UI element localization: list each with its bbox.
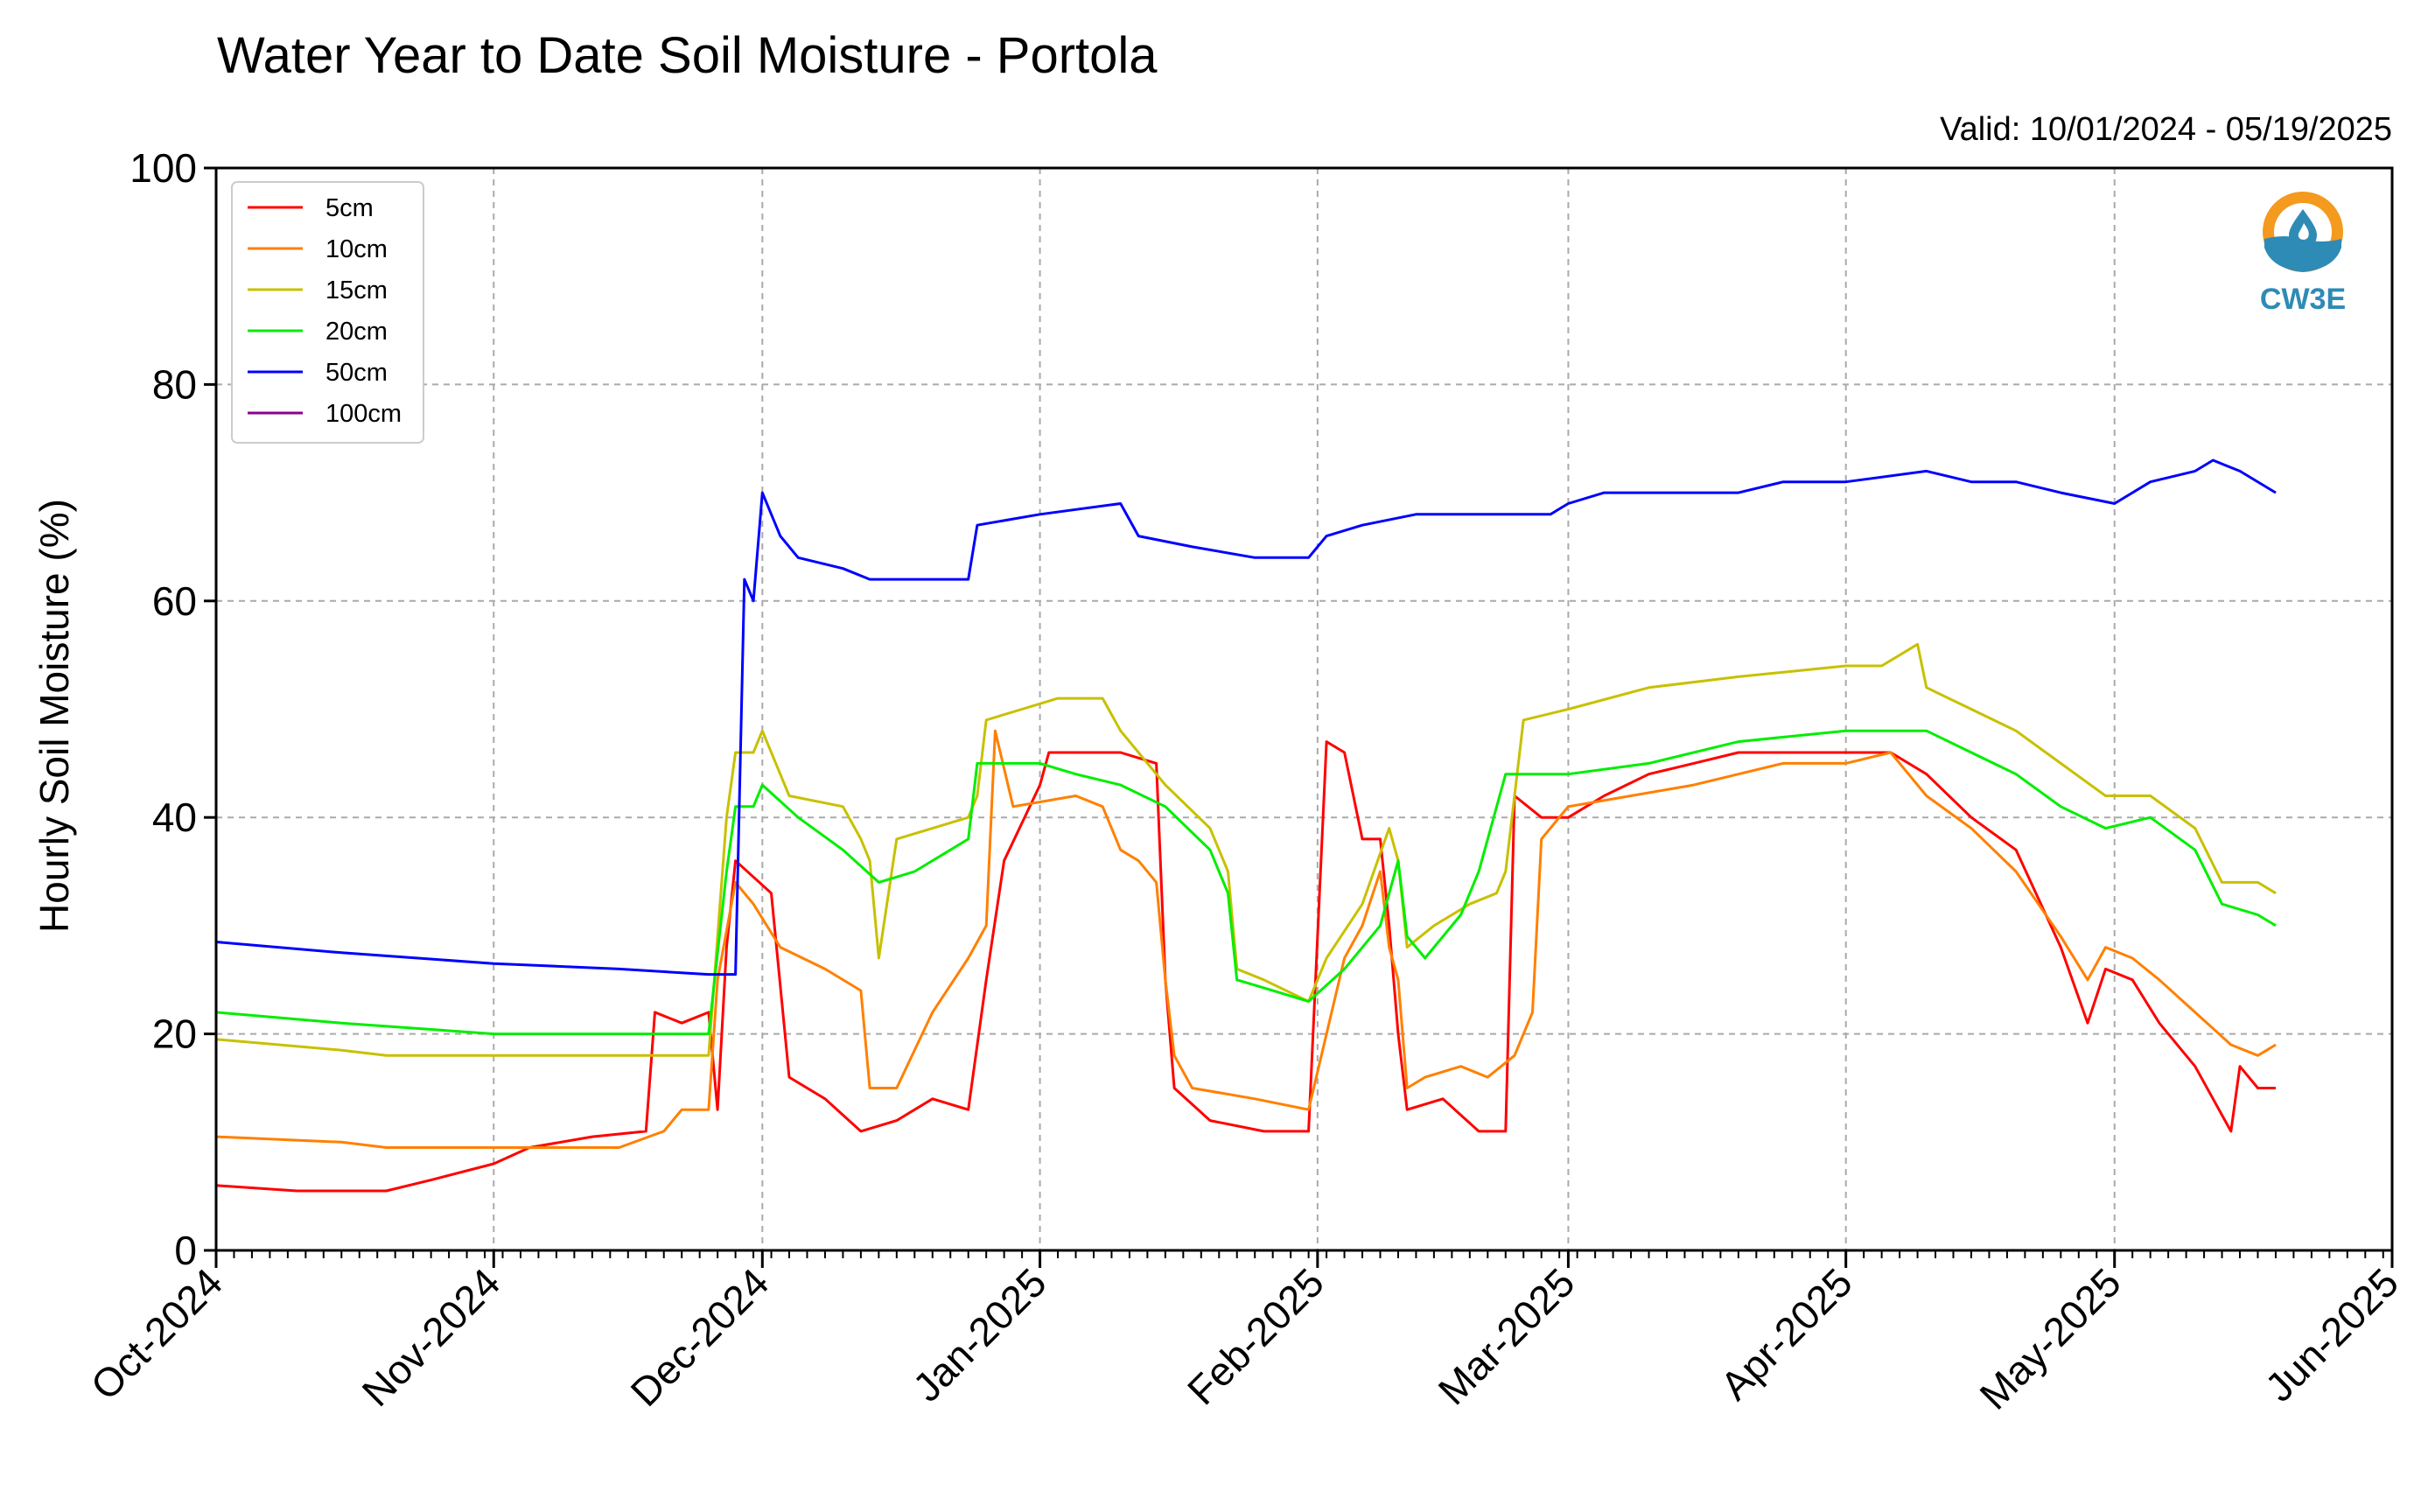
y-tick-label: 40 <box>152 794 197 840</box>
logo-water-waves <box>2264 236 2341 272</box>
plot-frame <box>214 166 2394 1252</box>
series-line-50cm <box>215 458 2277 976</box>
legend-label: 5cm <box>325 194 374 222</box>
logo-text: CW3E <box>2260 283 2346 316</box>
legend-label: 10cm <box>325 235 388 263</box>
chart-title: Water Year to Date Soil Moisture - Porto… <box>217 27 1158 84</box>
series-line-20cm <box>215 729 2277 1036</box>
y-axis-label: Hourly Soil Moisture (%) <box>31 499 77 933</box>
x-tick-label: Nov-2024 <box>353 1259 509 1415</box>
axis-layer: 0 20 40 60 80 100 Oct-2024 Nov-2024 Dec-2024 Jan-… <box>82 145 2408 1418</box>
x-tick-label: Jun-2025 <box>2257 1259 2407 1410</box>
x-tick-label: Jan-2025 <box>904 1259 1054 1410</box>
y-tick-label: 80 <box>152 361 197 407</box>
legend-label: 100cm <box>325 400 402 428</box>
y-tick-label: 100 <box>129 145 197 191</box>
x-tick-label: Oct-2024 <box>82 1259 232 1409</box>
x-tick-label: Feb-2025 <box>1179 1259 1333 1413</box>
x-tick-label: Dec-2024 <box>622 1259 778 1415</box>
legend-label: 20cm <box>325 318 388 346</box>
legend: 5cm 10cm 15cm 20cm 50cm 100cm <box>231 181 424 444</box>
logo-drop-flame <box>2298 223 2309 240</box>
x-tick-label: May-2025 <box>1970 1259 2129 1418</box>
series-layer <box>215 458 2277 1193</box>
x-tick-label: Apr-2025 <box>1711 1259 1861 1409</box>
legend-label: 15cm <box>325 276 388 304</box>
grid-layer <box>215 167 2393 1251</box>
cw3e-logo: CW3E <box>2260 192 2346 316</box>
series-line-15cm <box>215 642 2277 1057</box>
y-tick-label: 60 <box>152 578 197 624</box>
y-tick-label: 0 <box>174 1228 197 1273</box>
y-tick-label: 20 <box>152 1012 197 1057</box>
x-tick-label: Mar-2025 <box>1430 1259 1584 1413</box>
legend-label: 50cm <box>325 359 388 387</box>
chart-subtitle: Valid: 10/01/2024 - 05/19/2025 <box>1940 111 2392 148</box>
series-line-5cm <box>215 740 2276 1193</box>
series-line-10cm <box>215 729 2277 1149</box>
